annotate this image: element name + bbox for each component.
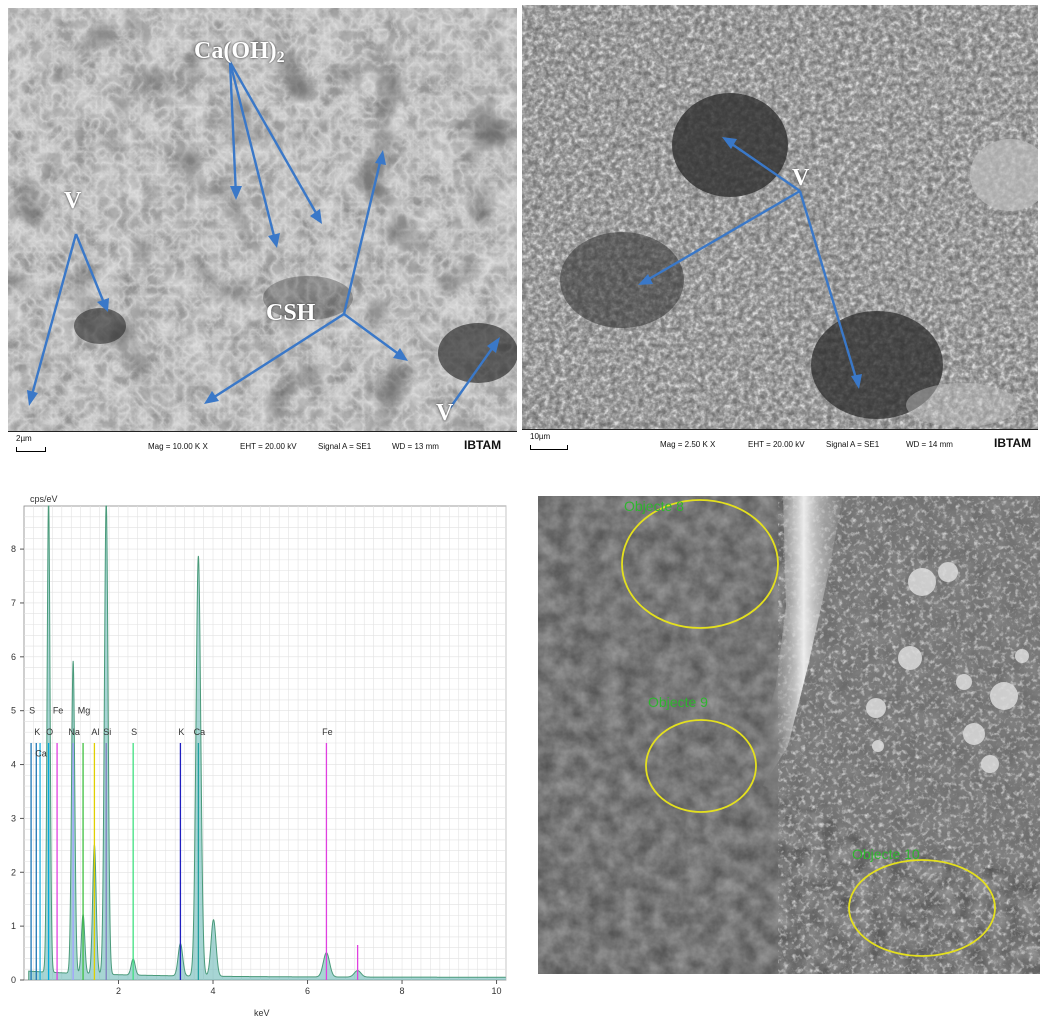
element-marker-label: Si [103,727,111,737]
eht: EHT = 20.00 kV [748,440,805,449]
working-distance: WD = 14 mm [906,440,953,449]
annotation-arrowheads-1 [27,150,500,406]
y-tick-label: 0 [11,975,16,985]
y-axis-label: cps/eV [30,494,58,504]
element-marker-label: O [46,727,53,737]
sem-micrograph-3 [538,496,1040,974]
scale-bar-line [530,445,568,450]
sem-micrograph-1 [8,8,517,432]
element-marker-label: Fe [322,727,333,737]
x-tick-label: 6 [305,986,310,996]
element-marker-label: Ca [194,727,206,737]
element-marker-label: Ca [35,748,47,758]
object-label-10: Objecte 10 [852,846,920,862]
x-axis-label: keV [254,1008,270,1018]
element-marker-label: K [34,727,40,737]
caoh2-label: Ca(OH)2 [194,38,285,66]
void-label-left: V [64,188,82,214]
particles [866,562,1029,773]
signal: Signal A = SE1 [318,442,372,451]
eht: EHT = 20.00 kV [240,442,297,451]
magnification: Mag = 2.50 K X [660,440,716,449]
annotation-arrows-1 [28,61,499,409]
spectrum-line [28,505,506,981]
y-tick-label: 2 [11,867,16,877]
annotation-arrows-2 [641,139,860,386]
object-label-9: Objecte 9 [648,694,708,710]
scale-bar-label: 10µm [530,432,551,441]
eds-spectrum-chart: 2 4 6 8 10 0 1 2 3 4 5 6 7 8 S K Ca O Fe Na Mg Al Si S K Ca Fe cp… [11,494,507,1018]
annotation-arrowheads-2 [638,137,862,389]
scale-bar-label: 2µm [16,434,32,443]
sem-image-panel-1: Ca(OH)2 V CSH V 2µm Mag = 10.00 K X EHT … [8,8,517,460]
csh-label: CSH [266,300,316,326]
object-circles [621,499,996,957]
sem-info-bar-1: 2µm Mag = 10.00 K X EHT = 20.00 kV Signa… [8,431,517,460]
y-tick-label: 3 [11,813,16,823]
x-tick-label: 10 [492,986,502,996]
eds-spectrum-panel: 2 4 6 8 10 0 1 2 3 4 5 6 7 8 S K Ca O Fe Na Mg Al Si S K Ca Fe cp… [0,488,520,1020]
sem-image-panel-3: Objecte 8 Objecte 9 Objecte 10 [538,496,1040,974]
void-label-bottom: V [436,400,454,426]
element-marker-label: Fe [53,705,64,715]
element-marker-label: Al [91,727,99,737]
sem-micrograph-2 [522,5,1038,430]
brand-label: IBTAM [994,436,1032,450]
y-tick-label: 6 [11,652,16,662]
y-tick-label: 8 [11,544,16,554]
y-tick-label: 4 [11,760,16,770]
signal: Signal A = SE1 [826,440,880,449]
element-marker-label: S [29,705,35,715]
sem-image-panel-2: V 10µm Mag = 2.50 K X EHT = 20.00 kV Sig… [522,5,1038,458]
element-marker-label: Na [68,727,80,737]
y-tick-label: 1 [11,921,16,931]
sem-info-bar-2: 10µm Mag = 2.50 K X EHT = 20.00 kV Signa… [522,429,1038,458]
x-tick-label: 2 [116,986,121,996]
x-tick-label: 8 [400,986,405,996]
element-marker-label: S [131,727,137,737]
working-distance: WD = 13 mm [392,442,439,451]
brand-label: IBTAM [464,438,502,452]
element-marker-label: K [178,727,184,737]
magnification: Mag = 10.00 K X [148,442,208,451]
y-tick-label: 5 [11,706,16,716]
element-marker-label: Mg [78,705,91,715]
y-tick-label: 7 [11,598,16,608]
void-label: V [792,165,810,191]
bright-region [756,496,843,781]
object-label-8: Objecte 8 [624,498,684,514]
x-tick-label: 4 [211,986,216,996]
scale-bar-line [16,447,46,452]
